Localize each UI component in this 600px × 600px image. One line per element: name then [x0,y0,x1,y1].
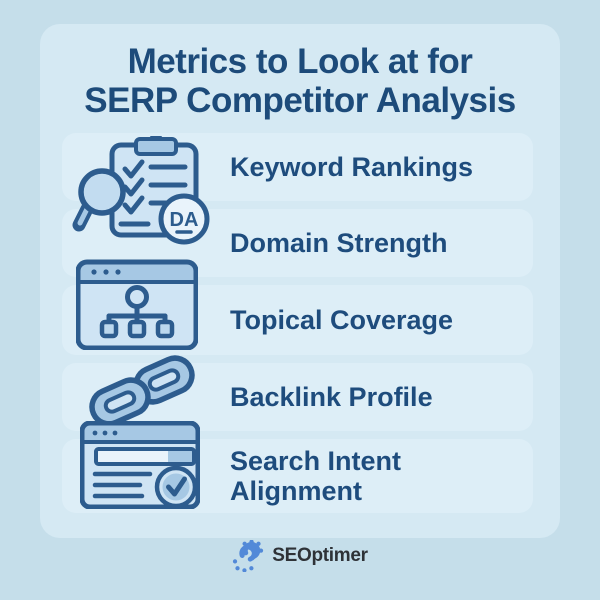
clipboard-magnifier-da-icon: DA [72,136,210,245]
page-title: Metrics to Look at for SERP Competitor A… [0,42,600,120]
page-title-line1: Metrics to Look at for [127,42,473,81]
metric-label: Domain Strength [230,228,448,258]
page-title-line2: SERP Competitor Analysis [84,81,516,120]
metric-label: Search Intent Alignment [230,446,402,506]
brand-name: SEOptimer [272,545,368,566]
browser-check-icon [80,421,200,509]
sitemap-browser-icon [76,259,198,350]
footer-brand: SEOptimer [0,540,600,572]
metric-label: Keyword Rankings [230,152,474,182]
seoptimer-gear-icon [233,540,264,572]
chain-links-icon [89,355,195,427]
metric-label: Topical Coverage [230,305,454,335]
metrics-list: Keyword Rankings Domain Strength Topical… [62,133,533,513]
domain-authority-badge-text: DA [170,209,199,231]
metric-label: Backlink Profile [230,382,433,412]
